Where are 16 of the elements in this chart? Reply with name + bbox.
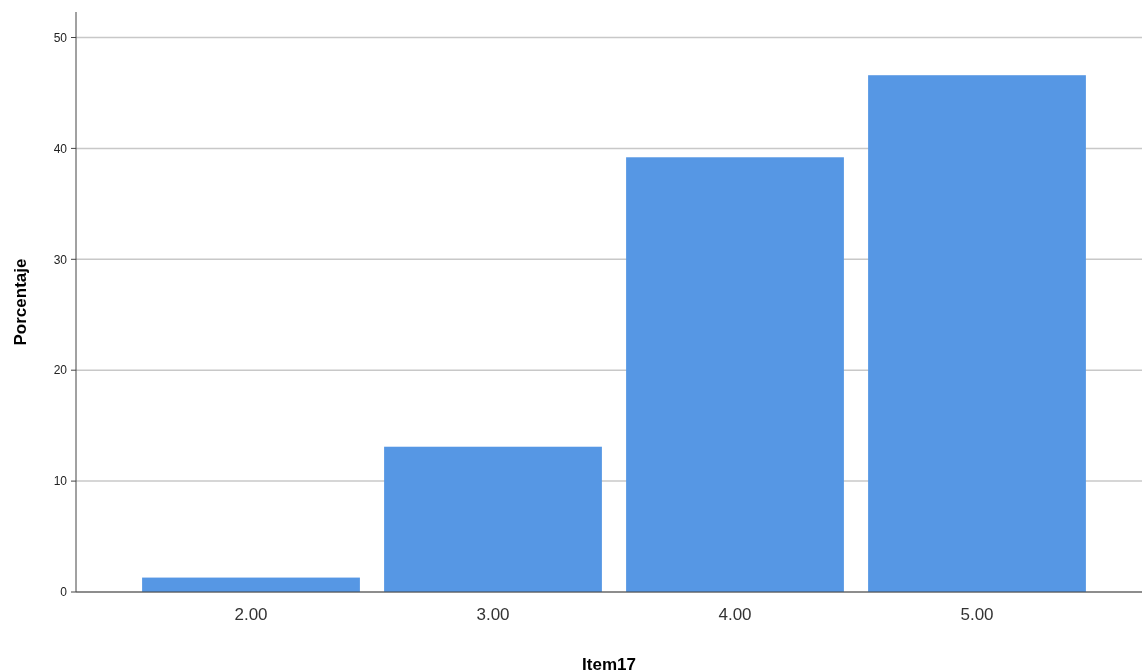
y-tick-label: 50 <box>53 30 68 45</box>
y-tick-label: 20 <box>53 363 68 378</box>
x-tick-label: 2.00 <box>234 605 268 624</box>
y-tick-label: 40 <box>53 141 68 156</box>
bar <box>626 157 844 592</box>
y-tick-label: 30 <box>53 252 68 267</box>
y-axis-title: Porcentaje <box>11 258 30 346</box>
bar <box>142 577 360 592</box>
x-tick-label: 4.00 <box>718 605 752 624</box>
x-tick-label: 3.00 <box>476 605 510 624</box>
bar <box>868 75 1086 592</box>
y-tick-label: 10 <box>53 474 68 489</box>
x-tick-label: 5.00 <box>960 605 994 624</box>
bar <box>384 446 602 592</box>
x-axis-title: Item17 <box>582 655 636 672</box>
y-tick-label: 0 <box>60 585 68 600</box>
